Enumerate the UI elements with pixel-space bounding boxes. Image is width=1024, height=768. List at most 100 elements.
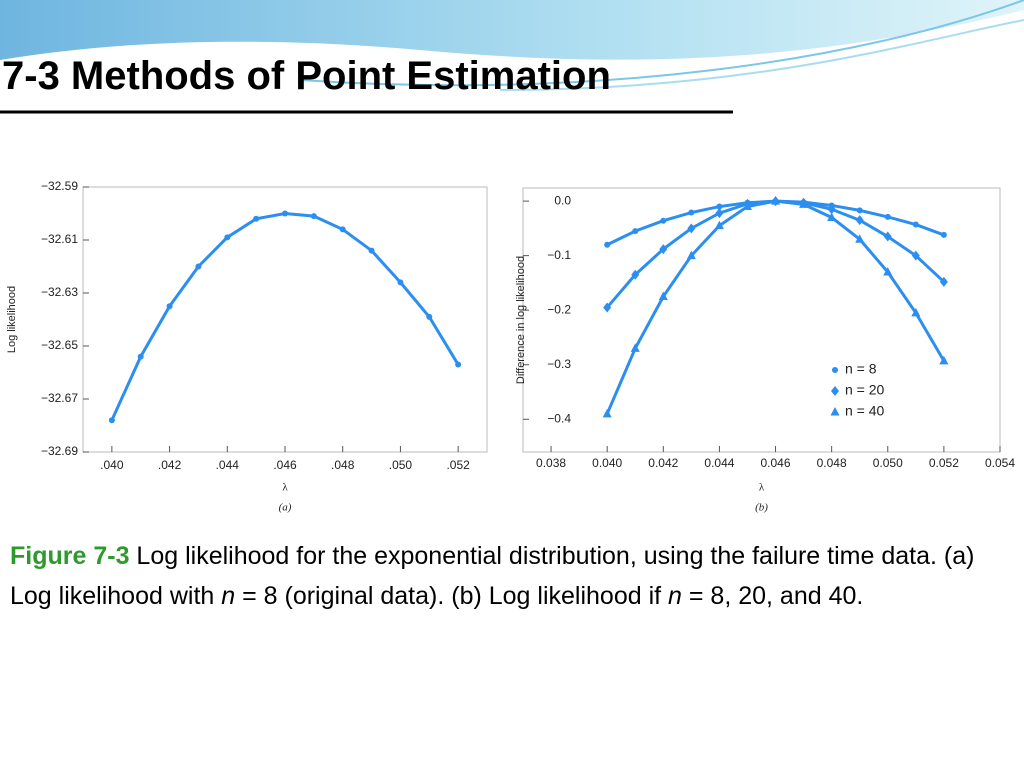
plot-frame	[82, 186, 488, 453]
x-tick-label: .048	[331, 458, 355, 472]
marker	[224, 234, 231, 241]
marker	[855, 215, 864, 226]
marker	[166, 303, 173, 310]
legend-label: n = 20	[845, 382, 885, 398]
marker	[832, 367, 838, 373]
y-tick-label: 0.0	[554, 193, 571, 207]
marker	[742, 201, 752, 211]
slide-title: 7-3 Methods of Point Estimation	[2, 54, 611, 98]
y-axis-title: Difference in log likelihood	[515, 256, 527, 384]
series-line	[605, 199, 946, 415]
marker	[883, 267, 893, 276]
caption-text: = 8 (original data). (b) Log likelihood …	[235, 582, 669, 610]
marker	[455, 361, 462, 368]
marker	[884, 213, 891, 220]
y-tick-label: −0.1	[547, 248, 571, 262]
marker	[911, 307, 921, 317]
caption-text: n	[668, 582, 682, 610]
header-line	[499, 19, 1024, 91]
y-tick-label: −32.63	[41, 285, 78, 299]
marker	[310, 213, 317, 220]
y-axis-title: Log likelihood	[6, 286, 18, 353]
y-tick-label: −0.3	[547, 357, 571, 371]
marker	[939, 276, 948, 287]
y-tick-label: −0.2	[547, 302, 571, 316]
marker	[688, 209, 695, 216]
marker	[827, 204, 836, 215]
marker	[602, 408, 612, 418]
marker	[686, 250, 696, 260]
x-axis-title: λ	[282, 482, 288, 494]
x-tick-label: 0.052	[929, 456, 959, 470]
plot-frame	[522, 187, 1001, 453]
x-tick-label: 0.038	[536, 456, 566, 470]
marker	[630, 343, 640, 352]
marker	[631, 269, 640, 280]
x-tick-label: 0.048	[817, 456, 847, 470]
x-tick-label: .040	[100, 458, 124, 472]
x-tick-label: 0.040	[592, 456, 622, 470]
marker	[771, 196, 781, 205]
marker	[604, 241, 611, 248]
y-tick-label: −32.67	[41, 391, 78, 405]
marker	[368, 247, 375, 254]
marker	[939, 355, 949, 365]
x-tick-label: 0.046	[761, 456, 791, 470]
panel-label: (b)	[755, 502, 768, 514]
marker	[339, 226, 346, 233]
caption-text: Log likelihood for the exponential distr…	[10, 542, 975, 610]
x-tick-label: 0.050	[873, 456, 903, 470]
caption-label: Figure 7-3	[10, 542, 130, 570]
series-line	[110, 211, 460, 421]
y-tick-label: −32.65	[41, 338, 78, 352]
y-tick-label: −32.69	[41, 444, 78, 458]
x-tick-label: .044	[216, 458, 240, 472]
marker	[856, 207, 863, 214]
marker	[911, 250, 920, 261]
y-tick-label: −0.4	[547, 411, 571, 425]
marker	[714, 220, 724, 230]
y-tick-label: −32.59	[41, 179, 78, 193]
marker	[716, 203, 723, 210]
marker	[660, 217, 667, 224]
marker	[108, 417, 115, 424]
marker	[603, 302, 612, 313]
marker	[253, 215, 260, 222]
marker	[687, 223, 696, 234]
marker	[940, 231, 947, 238]
marker	[632, 228, 639, 235]
x-tick-label: 0.054	[985, 456, 1015, 470]
caption-text: n	[221, 582, 236, 610]
marker	[830, 407, 840, 416]
marker	[137, 353, 144, 360]
caption-text: = 8, 20, and 40.	[681, 582, 864, 610]
x-tick-label: .046	[273, 458, 297, 472]
x-tick-label: 0.042	[648, 456, 678, 470]
x-tick-label: .050	[389, 458, 413, 472]
marker	[883, 231, 892, 242]
series-line	[606, 199, 945, 247]
header-line	[299, 0, 1024, 87]
marker	[831, 386, 839, 396]
x-tick-label: .042	[158, 458, 182, 472]
marker	[799, 199, 809, 208]
x-tick-label: 0.044	[704, 456, 734, 470]
marker	[912, 221, 919, 228]
legend-label: n = 40	[845, 403, 885, 419]
x-tick-label: .052	[446, 458, 470, 472]
marker	[282, 210, 288, 217]
marker	[855, 234, 865, 243]
marker	[195, 263, 202, 270]
x-axis-title: λ	[759, 482, 765, 494]
marker	[659, 244, 668, 255]
panel-label: (a)	[279, 502, 292, 514]
marker	[397, 279, 404, 286]
marker	[715, 208, 724, 219]
y-tick-label: −32.61	[41, 232, 78, 246]
caption: Figure 7-3 Log likelihood for the expone…	[10, 536, 1000, 616]
marker	[658, 291, 668, 301]
header-wave	[0, 0, 1024, 60]
legend-label: n = 8	[845, 361, 877, 377]
